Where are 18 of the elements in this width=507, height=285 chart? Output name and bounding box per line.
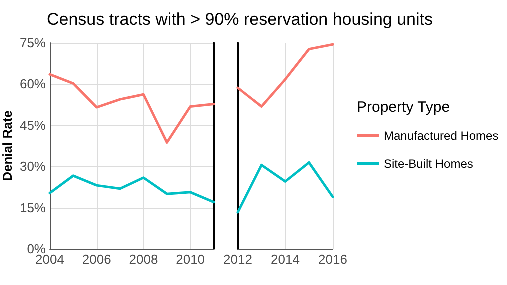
legend-label: Manufactured Homes: [384, 129, 499, 143]
y-tick-label: 75%: [20, 36, 46, 50]
x-tick-label: 2014: [271, 252, 300, 267]
line-series: [48, 174, 216, 204]
x-tick-label: 2016: [318, 252, 348, 267]
x-tick-label: 2010: [176, 252, 206, 267]
legend-label: Site-Built Homes: [384, 157, 474, 171]
y-tick-label: 30%: [20, 159, 46, 174]
x-tick-label: 2008: [129, 252, 158, 267]
x-tick-label: 2012: [224, 252, 252, 267]
y-tick-label: 15%: [20, 200, 46, 216]
chart-title: Census tracts with > 90% reservation housing units: [47, 10, 434, 29]
y-tick-label: 60%: [20, 76, 46, 92]
x-tick-label: 2006: [82, 252, 112, 267]
y-tick-label: 45%: [20, 118, 46, 133]
line-series: [48, 73, 216, 144]
legend-title: Property Type: [357, 99, 450, 116]
y-axis-title: Denial Rate: [0, 110, 15, 182]
